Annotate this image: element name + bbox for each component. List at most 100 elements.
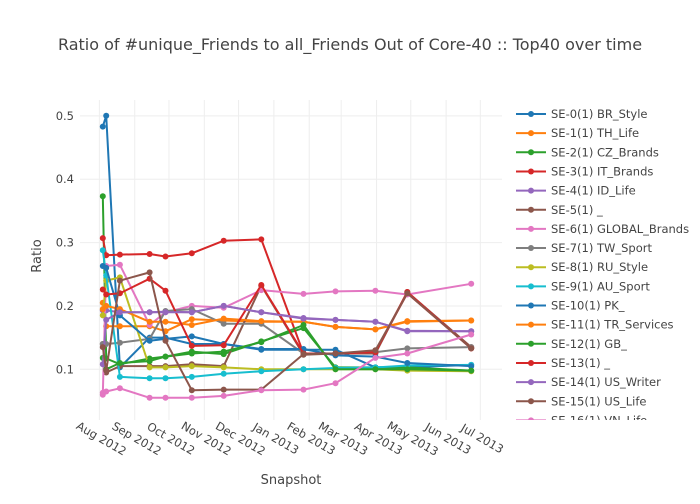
data-point[interactable] — [404, 318, 411, 325]
data-point[interactable] — [258, 236, 265, 243]
data-point[interactable] — [188, 309, 195, 316]
data-point[interactable] — [300, 351, 307, 358]
data-point[interactable] — [220, 386, 227, 393]
legend-item[interactable]: SE-5(1) _ — [516, 203, 603, 217]
data-point[interactable] — [146, 337, 153, 344]
data-point[interactable] — [300, 366, 307, 373]
data-point[interactable] — [372, 366, 379, 373]
data-point[interactable] — [404, 328, 411, 335]
data-point[interactable] — [188, 316, 195, 323]
legend-item[interactable]: SE-0(1) BR_Style — [516, 107, 648, 121]
data-point[interactable] — [300, 290, 307, 297]
legend-item[interactable]: SE-12(1) GB_ — [516, 337, 627, 351]
data-point[interactable] — [103, 316, 110, 323]
data-point[interactable] — [404, 350, 411, 357]
data-point[interactable] — [99, 286, 106, 293]
data-point[interactable] — [220, 237, 227, 244]
legend-item[interactable]: SE-6(1) GLOBAL_Brands — [516, 222, 689, 236]
data-point[interactable] — [258, 387, 265, 394]
data-point[interactable] — [404, 366, 411, 373]
data-point[interactable] — [372, 347, 379, 354]
data-point[interactable] — [162, 394, 169, 401]
legend-item[interactable]: SE-8(1) RU_Style — [516, 260, 648, 274]
legend-item[interactable]: SE-4(1) ID_Life — [516, 184, 636, 198]
data-point[interactable] — [258, 318, 265, 325]
data-point[interactable] — [162, 375, 169, 382]
data-point[interactable] — [372, 354, 379, 361]
data-point[interactable] — [188, 387, 195, 394]
data-point[interactable] — [99, 193, 106, 200]
legend[interactable]: SE-0(1) BR_Style SE-1(1) TH_Life SE-2(1) C… — [516, 107, 689, 427]
data-point[interactable] — [468, 280, 475, 287]
legend-item[interactable]: SE-13(1) _ — [516, 356, 610, 370]
legend-item[interactable]: SE-16(1) VN_Life — [516, 413, 647, 427]
legend-item[interactable]: SE-2(1) CZ_Brands — [516, 145, 659, 159]
data-point[interactable] — [220, 302, 227, 309]
data-point[interactable] — [468, 345, 475, 352]
data-point[interactable] — [103, 264, 110, 271]
data-point[interactable] — [103, 291, 110, 298]
data-point[interactable] — [146, 375, 153, 382]
data-point[interactable] — [188, 350, 195, 357]
data-point[interactable] — [332, 380, 339, 387]
legend-item[interactable]: SE-15(1) US_Life — [516, 394, 647, 408]
data-point[interactable] — [162, 337, 169, 344]
data-point[interactable] — [188, 394, 195, 401]
data-point[interactable] — [146, 364, 153, 371]
data-point[interactable] — [99, 235, 106, 242]
data-point[interactable] — [116, 251, 123, 258]
data-point[interactable] — [188, 250, 195, 257]
data-point[interactable] — [300, 386, 307, 393]
data-point[interactable] — [116, 373, 123, 380]
data-point[interactable] — [146, 269, 153, 276]
data-point[interactable] — [332, 288, 339, 295]
data-point[interactable] — [188, 342, 195, 349]
data-point[interactable] — [372, 326, 379, 333]
data-point[interactable] — [220, 392, 227, 399]
data-point[interactable] — [468, 367, 475, 374]
data-point[interactable] — [103, 112, 110, 119]
data-point[interactable] — [99, 247, 106, 254]
data-point[interactable] — [468, 331, 475, 338]
data-point[interactable] — [146, 394, 153, 401]
data-point[interactable] — [116, 309, 123, 316]
data-point[interactable] — [332, 366, 339, 373]
data-point[interactable] — [146, 251, 153, 257]
legend-item[interactable]: SE-1(1) TH_Life — [516, 126, 639, 140]
data-point[interactable] — [220, 348, 227, 355]
data-point[interactable] — [162, 253, 169, 260]
data-point[interactable] — [103, 252, 110, 259]
data-point[interactable] — [188, 363, 195, 370]
data-point[interactable] — [103, 388, 110, 395]
data-point[interactable] — [300, 322, 307, 328]
data-point[interactable] — [99, 344, 106, 351]
data-point[interactable] — [220, 342, 227, 349]
data-point[interactable] — [332, 323, 339, 330]
data-point[interactable] — [103, 367, 110, 374]
data-point[interactable] — [258, 368, 265, 375]
legend-item[interactable]: SE-11(1) TR_Services — [516, 318, 674, 332]
data-point[interactable] — [116, 261, 123, 268]
data-point[interactable] — [188, 333, 195, 340]
data-point[interactable] — [220, 370, 227, 377]
legend-item[interactable]: SE-9(1) AU_Sport — [516, 279, 650, 293]
legend-item[interactable]: SE-3(1) IT_Brands — [516, 164, 653, 178]
data-point[interactable] — [116, 277, 123, 284]
data-point[interactable] — [258, 339, 265, 346]
data-point[interactable] — [332, 350, 339, 357]
data-point[interactable] — [258, 346, 265, 352]
data-point[interactable] — [99, 312, 106, 319]
data-point[interactable] — [220, 315, 227, 322]
data-point[interactable] — [162, 318, 169, 325]
data-point[interactable] — [162, 287, 169, 294]
data-point[interactable] — [116, 339, 123, 346]
data-point[interactable] — [162, 309, 169, 316]
data-point[interactable] — [220, 320, 227, 327]
legend-item[interactable]: SE-10(1) PK_ — [516, 299, 625, 313]
data-point[interactable] — [146, 358, 153, 365]
legend-item[interactable]: SE-7(1) TW_Sport — [516, 241, 652, 255]
data-point[interactable] — [258, 282, 265, 288]
data-point[interactable] — [116, 323, 123, 330]
data-point[interactable] — [404, 290, 411, 297]
data-point[interactable] — [146, 309, 153, 316]
